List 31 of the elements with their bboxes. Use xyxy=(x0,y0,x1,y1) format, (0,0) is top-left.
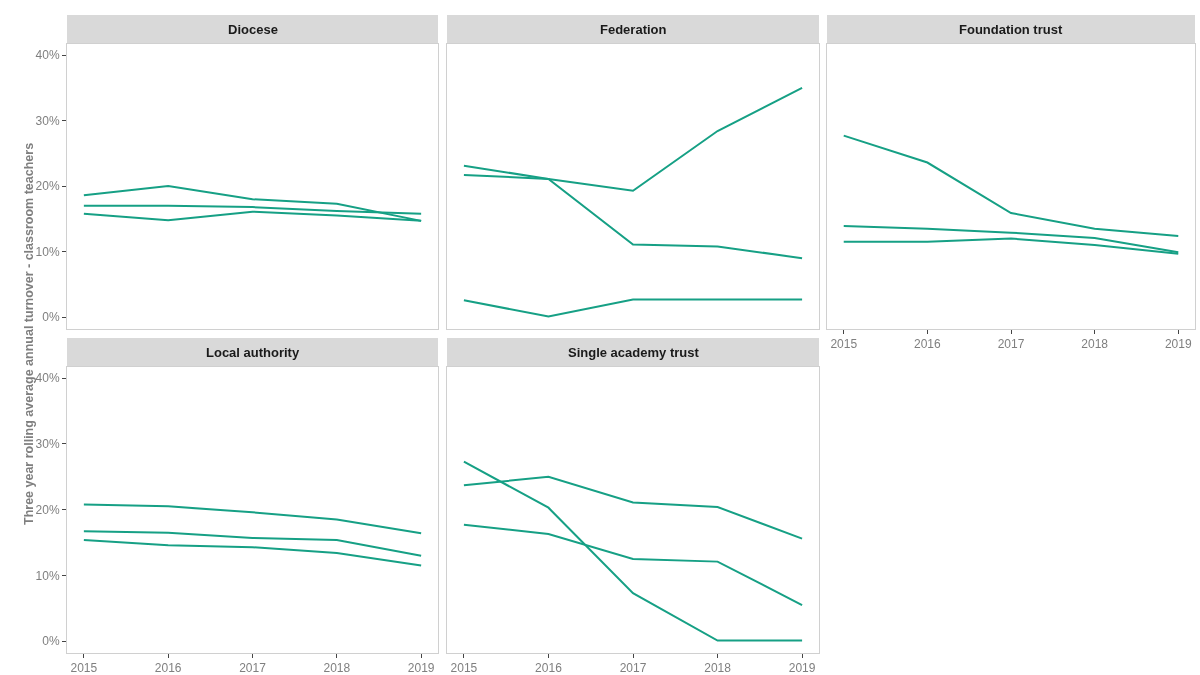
x-tick-label: 2019 xyxy=(407,661,435,675)
y-tick-label: 0% xyxy=(42,634,60,649)
y-tick-label: 20% xyxy=(35,502,60,517)
x-tick-label: 2016 xyxy=(914,337,942,352)
y-tick-label: 20% xyxy=(35,179,60,194)
y-axis-title: Three year rolling average annual turnover - classroom teachers xyxy=(21,142,36,526)
x-tick-label: 2019 xyxy=(788,661,816,675)
chart-title: Local authority xyxy=(206,345,300,360)
y-tick-label: 10% xyxy=(35,244,60,259)
x-tick-label: 2016 xyxy=(535,661,563,675)
y-tick-label: 30% xyxy=(35,437,60,452)
x-tick-label: 2016 xyxy=(154,661,182,675)
x-tick-label: 2017 xyxy=(619,661,647,675)
y-tick-label: 10% xyxy=(35,568,60,583)
y-tick-label: 0% xyxy=(42,310,60,325)
x-tick-label: 2018 xyxy=(704,661,732,675)
x-tick-label: 2015 xyxy=(70,661,98,675)
chart-title: Federation xyxy=(600,22,667,37)
y-tick-label: 40% xyxy=(35,48,60,63)
y-tick-label: 40% xyxy=(35,371,60,386)
chart-title: Diocese xyxy=(228,22,278,37)
x-tick-label: 2019 xyxy=(1164,337,1192,352)
x-tick-label: 2018 xyxy=(1081,337,1109,352)
x-tick-label: 2017 xyxy=(997,337,1025,352)
x-tick-label: 2018 xyxy=(323,661,351,675)
x-tick-label: 2015 xyxy=(830,337,858,352)
y-tick-label: 30% xyxy=(35,113,60,128)
chart-title: Foundation trust xyxy=(959,22,1063,37)
chart-title: Single academy trust xyxy=(568,345,700,360)
x-tick-label: 2017 xyxy=(239,661,267,675)
x-tick-label: 2015 xyxy=(450,661,478,675)
